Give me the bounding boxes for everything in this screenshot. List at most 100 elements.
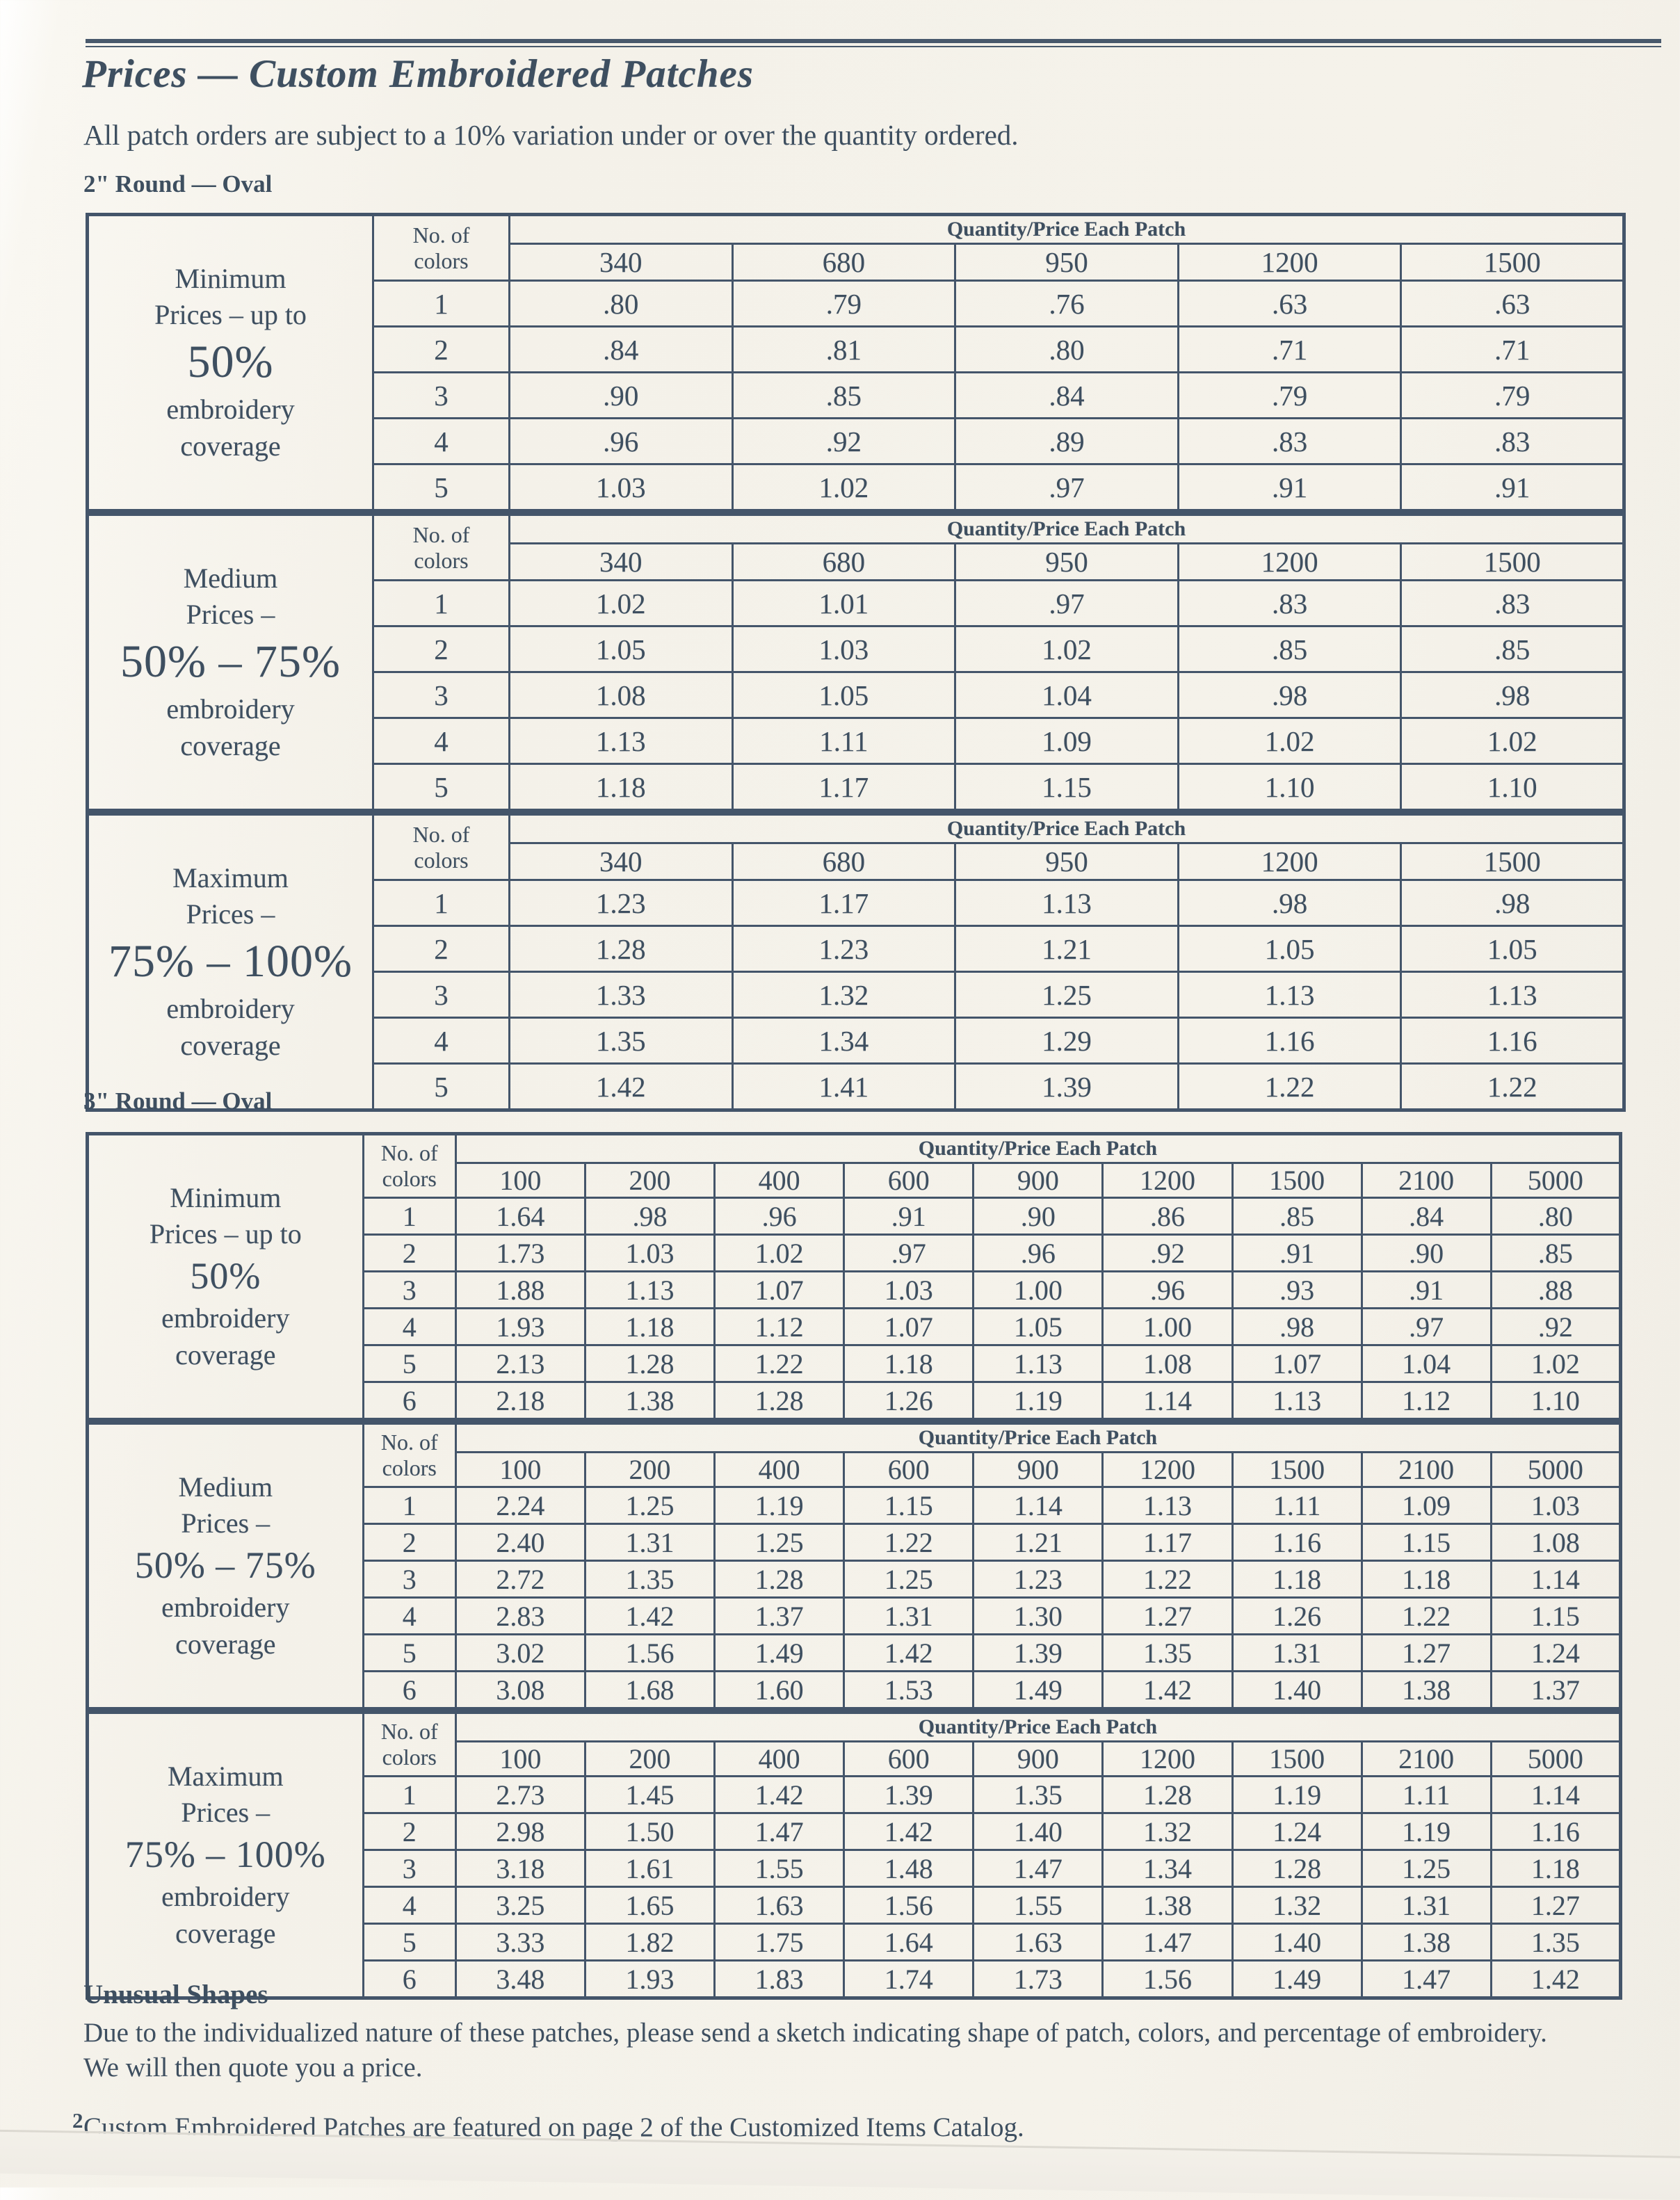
table-row: 4 1.93 1.18 1.12 1.07 1.05 1.00.98.97.92 (88, 1307, 1622, 1346)
price-cell: 1.22 (1400, 1062, 1625, 1111)
price-cell: 1.03 (583, 1234, 716, 1272)
price-cell: 1.10 (1400, 763, 1625, 811)
price-table-medium: Medium Prices – 50% – 75% embroidery coverag… (86, 1421, 1622, 1710)
price-cell: 2.18 (454, 1381, 586, 1421)
quantity-header-cell: 100 (454, 1162, 586, 1199)
footer: Unusual Shapes Due to the individualized… (83, 1979, 1677, 2143)
price-cell: 1.32 (1101, 1812, 1234, 1851)
price-table-host: Minimum Prices – up to 50% embroidery covera… (86, 213, 1626, 512)
price-cell: 1.24 (1489, 1633, 1622, 1672)
quantity-header-row: 340 680 950 1200 1500 (88, 842, 1625, 881)
price-cell: 1.82 (583, 1923, 716, 1962)
price-cell: 1.41 (731, 1062, 957, 1111)
coverage-label-line: Prices – up to (154, 299, 307, 331)
price-cell: 1.25 (843, 1560, 975, 1599)
price-cell: 1.74 (843, 1959, 975, 1999)
price-cell: 1.27 (1101, 1596, 1234, 1635)
price-cell: .83 (1400, 579, 1625, 627)
quantity-header-cell: 1500 (1231, 1740, 1363, 1777)
color-count-cell: 4 (372, 717, 510, 765)
price-table-host: Minimum Prices – up to 50% embroidery covera… (86, 1132, 1622, 1421)
price-cell: 1.18 (1231, 1560, 1363, 1599)
quantity-header-cell: 100 (454, 1451, 586, 1488)
coverage-label: Medium Prices – 50% – 75% embroidery coverag… (86, 513, 374, 811)
quantity-header-cell: 5000 (1489, 1451, 1622, 1488)
price-cell: 1.73 (454, 1234, 586, 1272)
table-row: 2 2.98 1.50 1.47 1.42 1.40 1.32 1.24 1.19 1.16 (88, 1812, 1622, 1851)
table-row: 4 1.35 1.34 1.29 1.16 1.16 (88, 1017, 1625, 1065)
table-row: 4.96.92.89.83.83 (88, 417, 1625, 465)
price-cell: 1.40 (972, 1812, 1104, 1851)
colors-column-header: No. of colors (362, 1133, 457, 1199)
price-cell: 3.18 (454, 1849, 586, 1888)
price-cell: 1.18 (583, 1307, 716, 1346)
price-cell: 1.39 (972, 1633, 1104, 1672)
coverage-label: Maximum Prices – 75% – 100% embroidery cover… (86, 813, 374, 1111)
price-cell: 1.13 (954, 879, 1179, 927)
price-table-medium: Medium Prices – 50% – 75% embroidery coverag… (86, 512, 1626, 812)
price-cell: 1.23 (731, 925, 957, 973)
price-cell: .84 (954, 371, 1179, 419)
color-count-cell: 4 (372, 417, 510, 465)
header-row: Minimum Prices – up to 50% embroidery covera… (86, 213, 1625, 512)
color-count-cell: 4 (372, 1017, 510, 1065)
price-cell: 1.26 (1231, 1596, 1363, 1635)
price-cell: 1.13 (972, 1344, 1104, 1383)
quantity-header-cell: 2100 (1360, 1451, 1492, 1488)
price-cell: .97 (954, 579, 1179, 627)
quantity-header-cell: 5000 (1489, 1162, 1622, 1199)
price-cell: .85 (731, 371, 957, 419)
quantity-header-row: 100 200 400 600 900 1200 1500 2100 5000 (88, 1740, 1622, 1777)
price-cell: .98 (1400, 671, 1625, 719)
price-cell: 1.73 (972, 1959, 1104, 1999)
colors-header-line: No. of (380, 1140, 438, 1165)
price-cell: .98 (1177, 671, 1403, 719)
quantity-header-cell: 340 (508, 842, 734, 881)
price-cell: .71 (1177, 325, 1403, 373)
quantity-header-cell: 600 (843, 1162, 975, 1199)
price-cell: .89 (954, 417, 1179, 465)
price-table-maximum: Maximum Prices – 75% – 100% embroidery cover… (86, 812, 1626, 1112)
price-cell: .91 (1400, 463, 1625, 512)
price-cell: .79 (1400, 371, 1625, 419)
quantity-header-row: 100 200 400 600 900 1200 1500 2100 5000 (88, 1162, 1622, 1199)
quantity-header-cell: 680 (731, 842, 957, 881)
coverage-label-line: Minimum (170, 1181, 282, 1213)
quantity-header-cell: 1200 (1101, 1451, 1234, 1488)
price-cell: 1.88 (454, 1270, 586, 1309)
quantity-price-header: Quantity/Price Each Patch (454, 1711, 1622, 1742)
price-cell: .84 (508, 325, 734, 373)
price-cell: 1.61 (583, 1849, 716, 1888)
price-cell: 1.49 (713, 1633, 846, 1672)
table-row: 1 2.24 1.25 1.19 1.15 1.14 1.13 1.11 1.09 1.03 (88, 1486, 1622, 1525)
quantity-header-cell: 200 (583, 1162, 716, 1199)
quantity-price-header: Quantity/Price Each Patch (508, 213, 1625, 245)
price-cell: .98 (1177, 879, 1403, 927)
price-cell: .83 (1177, 417, 1403, 465)
price-cell: 1.49 (1231, 1959, 1363, 1999)
price-cell: 1.47 (713, 1812, 846, 1851)
price-cell: 1.05 (731, 671, 957, 719)
price-cell: 3.25 (454, 1886, 586, 1925)
price-cell: 1.04 (954, 671, 1179, 719)
coverage-label-line: embroidery (166, 992, 295, 1024)
quantity-header-cell: 900 (972, 1162, 1104, 1199)
color-count-cell: 1 (362, 1775, 457, 1814)
table-row: 3 2.72 1.35 1.28 1.25 1.23 1.22 1.18 1.18 1.14 (88, 1560, 1622, 1599)
table-row: 4 3.25 1.65 1.63 1.56 1.55 1.38 1.32 1.31 1.27 (88, 1886, 1622, 1925)
price-cell: 1.21 (972, 1523, 1104, 1562)
price-cell: .80 (954, 325, 1179, 373)
color-count-cell: 3 (362, 1270, 457, 1309)
price-cell: .83 (1400, 417, 1625, 465)
quantity-header-cell: 2100 (1360, 1740, 1492, 1777)
price-cell: 2.24 (454, 1486, 586, 1525)
price-cell: 1.35 (1489, 1923, 1622, 1962)
price-cell: .84 (1360, 1197, 1492, 1236)
price-cell: 1.02 (713, 1234, 846, 1272)
quantity-header-cell: 1200 (1177, 243, 1403, 282)
price-cell: 1.28 (508, 925, 734, 973)
price-cell: 1.02 (731, 463, 957, 512)
price-cell: 1.42 (713, 1775, 846, 1814)
price-cell: 1.03 (731, 625, 957, 673)
price-cell: 1.25 (583, 1486, 716, 1525)
